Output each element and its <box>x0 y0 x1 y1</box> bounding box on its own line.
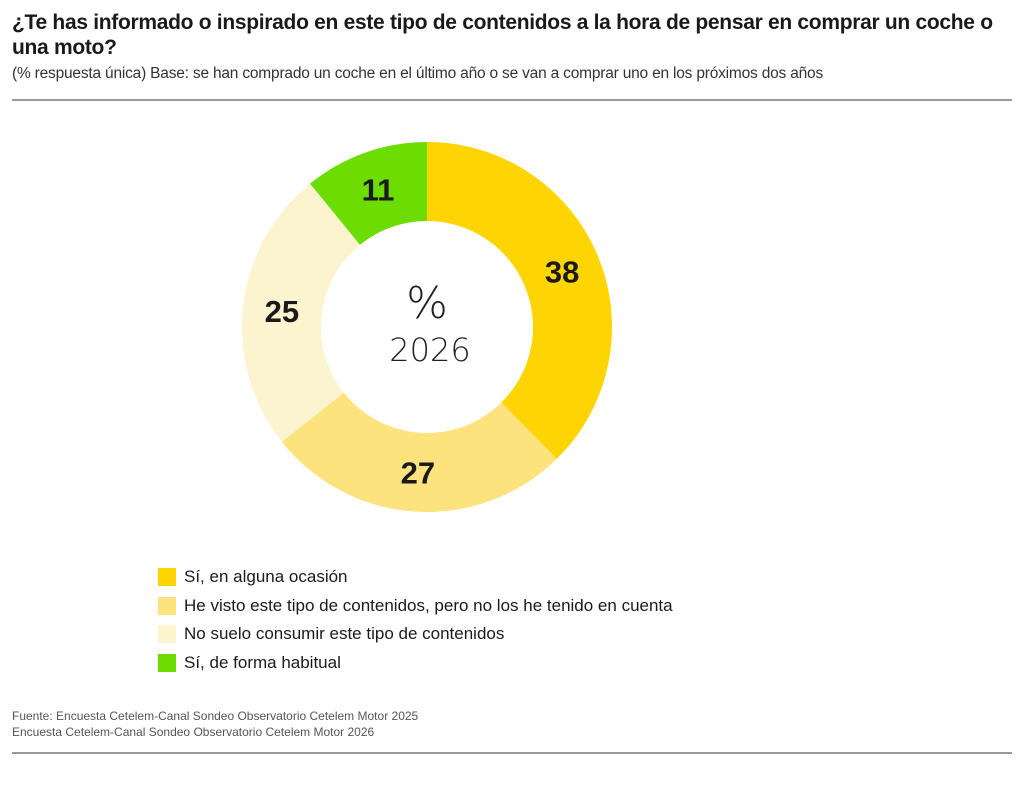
legend-item: Sí, en alguna ocasión <box>158 563 673 592</box>
legend-swatch <box>158 568 176 587</box>
slice-value-label: 11 <box>362 172 395 207</box>
legend-item: No suelo consumir este tipo de contenido… <box>158 620 673 649</box>
source-line: Fuente: Encuesta Cetelem-Canal Sondeo Ob… <box>12 709 419 723</box>
slice-value-label: 25 <box>265 294 299 329</box>
source-note: Fuente: Encuesta Cetelem-Canal Sondeo Ob… <box>12 708 418 740</box>
donut-slice <box>310 142 427 245</box>
slice-value-label: 27 <box>401 456 435 491</box>
donut-value-labels: 38 27 25 11 <box>265 172 580 490</box>
legend-item: Sí, de forma habitual <box>158 649 673 678</box>
legend-item: He visto este tipo de contenidos, pero n… <box>158 592 673 621</box>
legend-swatch <box>158 653 176 672</box>
donut-slice <box>281 392 557 512</box>
legend-swatch <box>158 625 176 644</box>
donut-chart: 38 27 25 11 % 2026 <box>242 142 612 512</box>
slice-value-label: 38 <box>545 255 579 290</box>
donut-slices <box>242 142 612 512</box>
bottom-divider <box>12 752 1012 754</box>
legend-label: Sí, en alguna ocasión <box>184 567 348 587</box>
chart-title: ¿Te has informado o inspirado en este ti… <box>12 11 993 59</box>
top-divider <box>12 99 1012 101</box>
center-year-label: 2026 <box>389 331 470 369</box>
legend-label: No suelo consumir este tipo de contenido… <box>184 624 505 644</box>
donut-slice <box>242 183 360 442</box>
center-percent-symbol: % <box>406 278 448 329</box>
chart-legend: Sí, en alguna ocasión He visto este tipo… <box>158 563 673 677</box>
legend-label: He visto este tipo de contenidos, pero n… <box>184 595 673 615</box>
chart-subtitle: (% respuesta única) Base: se han comprad… <box>12 65 824 82</box>
legend-label: Sí, de forma habitual <box>184 652 341 672</box>
legend-swatch <box>158 596 176 615</box>
source-line: Encuesta Cetelem-Canal Sondeo Observator… <box>12 725 375 739</box>
donut-slice <box>427 142 612 459</box>
